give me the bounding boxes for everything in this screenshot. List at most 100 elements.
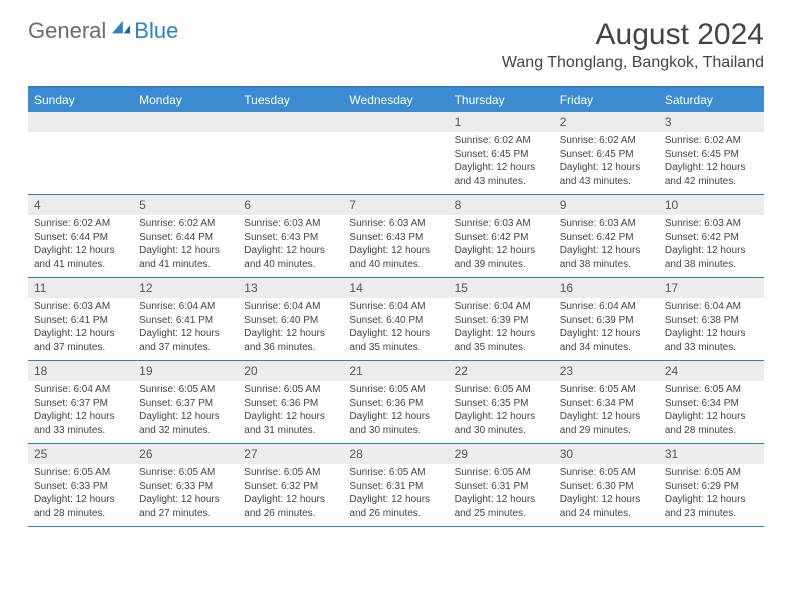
day-number: 18 [28, 361, 133, 381]
daylight-text: Daylight: 12 hours and 35 minutes. [455, 327, 548, 354]
daylight-text: Daylight: 12 hours and 38 minutes. [665, 244, 758, 271]
sunrise-text: Sunrise: 6:04 AM [34, 383, 127, 397]
day-cell: Sunrise: 6:03 AMSunset: 6:43 PMDaylight:… [238, 215, 343, 277]
sunset-text: Sunset: 6:37 PM [34, 397, 127, 411]
weekday-header: Wednesday [343, 88, 448, 112]
logo-sail-icon [110, 19, 132, 37]
sunrise-text: Sunrise: 6:05 AM [244, 466, 337, 480]
weekday-header: Saturday [659, 88, 764, 112]
day-number: 16 [554, 278, 659, 298]
day-number: 12 [133, 278, 238, 298]
day-cell: Sunrise: 6:05 AMSunset: 6:31 PMDaylight:… [343, 464, 448, 526]
sunrise-text: Sunrise: 6:05 AM [560, 466, 653, 480]
day-number: 29 [449, 444, 554, 464]
day-number: 14 [343, 278, 448, 298]
day-number: 6 [238, 195, 343, 215]
day-number-row: 123 [28, 112, 764, 132]
day-cell: Sunrise: 6:05 AMSunset: 6:30 PMDaylight:… [554, 464, 659, 526]
header: General Blue August 2024 Wang Thonglang,… [0, 0, 792, 76]
day-number-row: 25262728293031 [28, 444, 764, 464]
day-cell [238, 132, 343, 194]
day-number [343, 112, 448, 132]
day-number: 8 [449, 195, 554, 215]
day-number [28, 112, 133, 132]
daylight-text: Daylight: 12 hours and 33 minutes. [665, 327, 758, 354]
day-number: 30 [554, 444, 659, 464]
daylight-text: Daylight: 12 hours and 31 minutes. [244, 410, 337, 437]
day-number: 17 [659, 278, 764, 298]
sunset-text: Sunset: 6:33 PM [139, 480, 232, 494]
sunrise-text: Sunrise: 6:05 AM [455, 466, 548, 480]
sunrise-text: Sunrise: 6:05 AM [34, 466, 127, 480]
daylight-text: Daylight: 12 hours and 23 minutes. [665, 493, 758, 520]
day-cell: Sunrise: 6:05 AMSunset: 6:32 PMDaylight:… [238, 464, 343, 526]
calendar-week: 11121314151617Sunrise: 6:03 AMSunset: 6:… [28, 278, 764, 361]
sunrise-text: Sunrise: 6:03 AM [455, 217, 548, 231]
day-cell: Sunrise: 6:05 AMSunset: 6:33 PMDaylight:… [133, 464, 238, 526]
day-cell: Sunrise: 6:02 AMSunset: 6:45 PMDaylight:… [659, 132, 764, 194]
sunrise-text: Sunrise: 6:05 AM [139, 383, 232, 397]
sunset-text: Sunset: 6:37 PM [139, 397, 232, 411]
sunset-text: Sunset: 6:38 PM [665, 314, 758, 328]
day-cell: Sunrise: 6:05 AMSunset: 6:37 PMDaylight:… [133, 381, 238, 443]
sunset-text: Sunset: 6:44 PM [139, 231, 232, 245]
sunset-text: Sunset: 6:42 PM [665, 231, 758, 245]
sunset-text: Sunset: 6:39 PM [455, 314, 548, 328]
daylight-text: Daylight: 12 hours and 43 minutes. [455, 161, 548, 188]
sunrise-text: Sunrise: 6:02 AM [34, 217, 127, 231]
day-cell: Sunrise: 6:05 AMSunset: 6:34 PMDaylight:… [659, 381, 764, 443]
sunrise-text: Sunrise: 6:02 AM [139, 217, 232, 231]
sunset-text: Sunset: 6:29 PM [665, 480, 758, 494]
location-label: Wang Thonglang, Bangkok, Thailand [502, 54, 764, 72]
day-cell: Sunrise: 6:04 AMSunset: 6:38 PMDaylight:… [659, 298, 764, 360]
sunset-text: Sunset: 6:44 PM [34, 231, 127, 245]
day-number: 28 [343, 444, 448, 464]
day-number: 31 [659, 444, 764, 464]
day-number: 25 [28, 444, 133, 464]
daylight-text: Daylight: 12 hours and 29 minutes. [560, 410, 653, 437]
daylight-text: Daylight: 12 hours and 41 minutes. [139, 244, 232, 271]
sunrise-text: Sunrise: 6:05 AM [560, 383, 653, 397]
daylight-text: Daylight: 12 hours and 24 minutes. [560, 493, 653, 520]
day-number: 21 [343, 361, 448, 381]
sunrise-text: Sunrise: 6:04 AM [560, 300, 653, 314]
sunset-text: Sunset: 6:34 PM [560, 397, 653, 411]
daylight-text: Daylight: 12 hours and 42 minutes. [665, 161, 758, 188]
daylight-text: Daylight: 12 hours and 26 minutes. [349, 493, 442, 520]
sunset-text: Sunset: 6:40 PM [349, 314, 442, 328]
weekday-header: Sunday [28, 88, 133, 112]
logo: General Blue [28, 18, 178, 44]
sunrise-text: Sunrise: 6:05 AM [349, 466, 442, 480]
day-cell: Sunrise: 6:02 AMSunset: 6:45 PMDaylight:… [554, 132, 659, 194]
day-cell: Sunrise: 6:03 AMSunset: 6:42 PMDaylight:… [449, 215, 554, 277]
sunset-text: Sunset: 6:41 PM [139, 314, 232, 328]
calendar-week: 25262728293031Sunrise: 6:05 AMSunset: 6:… [28, 444, 764, 527]
sunrise-text: Sunrise: 6:02 AM [455, 134, 548, 148]
daylight-text: Daylight: 12 hours and 43 minutes. [560, 161, 653, 188]
day-number: 2 [554, 112, 659, 132]
day-number: 4 [28, 195, 133, 215]
day-cell: Sunrise: 6:05 AMSunset: 6:31 PMDaylight:… [449, 464, 554, 526]
daylight-text: Daylight: 12 hours and 40 minutes. [244, 244, 337, 271]
day-number-row: 11121314151617 [28, 278, 764, 298]
day-cell: Sunrise: 6:03 AMSunset: 6:42 PMDaylight:… [659, 215, 764, 277]
day-cell: Sunrise: 6:03 AMSunset: 6:43 PMDaylight:… [343, 215, 448, 277]
day-cell: Sunrise: 6:04 AMSunset: 6:37 PMDaylight:… [28, 381, 133, 443]
sunrise-text: Sunrise: 6:05 AM [139, 466, 232, 480]
sunset-text: Sunset: 6:41 PM [34, 314, 127, 328]
logo-text-general: General [28, 18, 106, 44]
day-number: 27 [238, 444, 343, 464]
day-cell: Sunrise: 6:03 AMSunset: 6:42 PMDaylight:… [554, 215, 659, 277]
day-cell: Sunrise: 6:05 AMSunset: 6:36 PMDaylight:… [238, 381, 343, 443]
day-number: 20 [238, 361, 343, 381]
sunrise-text: Sunrise: 6:03 AM [560, 217, 653, 231]
sunrise-text: Sunrise: 6:02 AM [560, 134, 653, 148]
sunset-text: Sunset: 6:31 PM [349, 480, 442, 494]
day-number: 9 [554, 195, 659, 215]
daylight-text: Daylight: 12 hours and 38 minutes. [560, 244, 653, 271]
day-number: 26 [133, 444, 238, 464]
sunrise-text: Sunrise: 6:04 AM [665, 300, 758, 314]
day-number: 22 [449, 361, 554, 381]
sunrise-text: Sunrise: 6:05 AM [244, 383, 337, 397]
sunrise-text: Sunrise: 6:03 AM [349, 217, 442, 231]
